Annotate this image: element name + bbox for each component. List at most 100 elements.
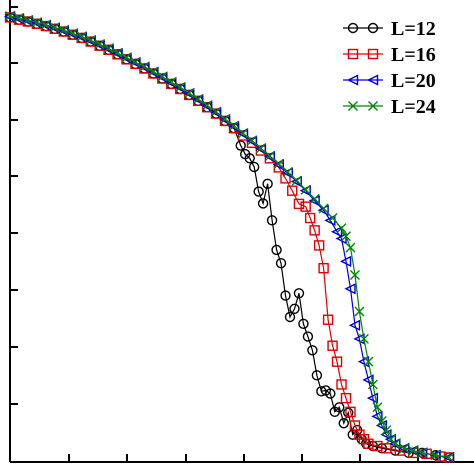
data-point — [218, 113, 231, 126]
data-point — [430, 450, 441, 461]
data-point — [354, 306, 365, 317]
axes — [9, 0, 474, 463]
legend-label: L=12 — [391, 18, 436, 40]
data-point — [291, 175, 302, 186]
data-point — [13, 12, 24, 23]
data-point — [311, 370, 323, 381]
data-point — [298, 318, 309, 330]
data-point — [40, 19, 51, 30]
data-point — [5, 11, 15, 22]
data-point — [367, 379, 378, 390]
data-point — [309, 225, 320, 236]
data-point — [39, 19, 52, 31]
data-point — [429, 449, 441, 461]
data-point — [30, 17, 43, 29]
data-point — [94, 39, 105, 50]
data-point — [302, 331, 314, 342]
data-point — [290, 175, 302, 188]
legend-marker — [347, 22, 359, 34]
data-point — [380, 429, 392, 441]
data-point — [358, 333, 369, 344]
data-point — [384, 433, 396, 445]
legend-marker — [367, 22, 379, 34]
data-point — [156, 71, 168, 83]
data-point — [408, 445, 419, 456]
data-point — [201, 100, 213, 112]
legend-marker — [367, 48, 379, 60]
data-point — [417, 447, 428, 458]
legend: L=12 L=16 L=20 L=24 — [343, 18, 436, 118]
data-point — [246, 135, 257, 146]
data-point — [66, 28, 78, 40]
data-point — [273, 158, 284, 169]
data-point — [271, 244, 282, 256]
data-point — [313, 240, 325, 251]
data-point — [284, 311, 296, 323]
data-point — [166, 77, 177, 88]
data-point — [57, 24, 69, 37]
data-point — [381, 443, 392, 454]
data-point — [236, 128, 249, 140]
data-point — [341, 231, 351, 242]
data-point — [362, 374, 374, 386]
data-point — [304, 212, 316, 224]
legend-entry: L=12 — [343, 18, 436, 40]
legend-label: L=16 — [391, 44, 436, 66]
data-point — [293, 198, 305, 210]
legend-entry: L=24 — [343, 96, 436, 118]
data-point — [192, 93, 204, 106]
data-point — [376, 415, 387, 426]
data-point — [338, 418, 349, 429]
data-point — [85, 35, 96, 46]
data-point — [299, 185, 311, 197]
data-point — [300, 201, 311, 212]
data-point — [103, 43, 114, 54]
data-point — [289, 303, 300, 314]
series-layer — [3, 10, 455, 464]
data-point — [139, 61, 150, 72]
data-point — [272, 159, 284, 171]
data-point — [372, 402, 383, 413]
data-point — [31, 17, 42, 28]
data-point — [348, 319, 361, 331]
data-point — [281, 167, 293, 179]
data-point — [174, 81, 186, 94]
data-point — [175, 82, 186, 93]
data-point — [210, 106, 222, 118]
data-point — [245, 135, 258, 147]
data-point — [381, 425, 392, 436]
data-point — [262, 178, 273, 190]
data-point — [264, 151, 275, 162]
data-point — [211, 106, 222, 117]
data-point — [327, 213, 338, 224]
data-point — [58, 25, 69, 36]
data-point — [148, 66, 159, 77]
data-point — [442, 451, 455, 464]
data-point — [335, 232, 347, 245]
data-point — [254, 143, 267, 155]
data-point — [444, 452, 455, 463]
data-point — [130, 57, 141, 68]
data-point — [235, 140, 246, 151]
data-point — [366, 392, 379, 404]
data-point — [327, 340, 338, 351]
series-l-24 — [5, 11, 455, 463]
data-point — [339, 255, 352, 267]
data-point — [309, 193, 320, 204]
data-point — [275, 257, 287, 269]
data-point — [331, 356, 343, 367]
data-point — [263, 150, 276, 163]
data-point — [227, 120, 240, 133]
data-point — [318, 203, 329, 214]
data-point — [138, 61, 150, 73]
data-point — [147, 66, 159, 78]
data-point — [255, 143, 266, 154]
data-point — [49, 22, 60, 33]
data-point — [363, 356, 374, 367]
data-point — [220, 114, 231, 125]
data-point — [336, 379, 347, 390]
data-point — [322, 314, 334, 325]
data-point — [336, 223, 347, 234]
data-point — [390, 438, 401, 449]
